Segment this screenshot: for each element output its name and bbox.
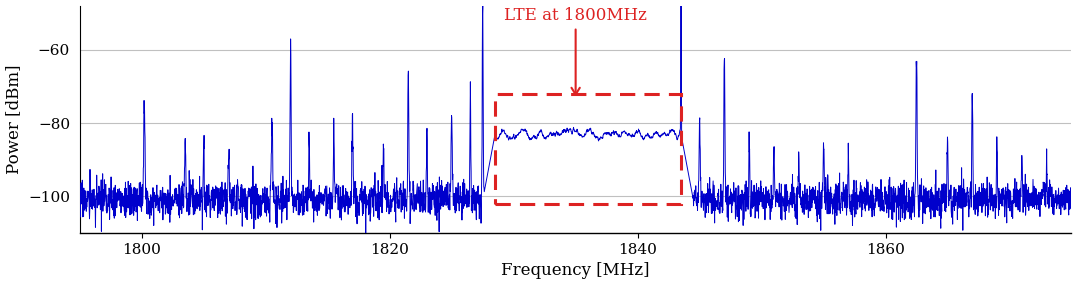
X-axis label: Frequency [MHz]: Frequency [MHz] <box>502 262 649 280</box>
Text: LTE at 1800MHz: LTE at 1800MHz <box>504 7 647 94</box>
Y-axis label: Power [dBm]: Power [dBm] <box>5 65 23 174</box>
Bar <box>495 94 681 204</box>
